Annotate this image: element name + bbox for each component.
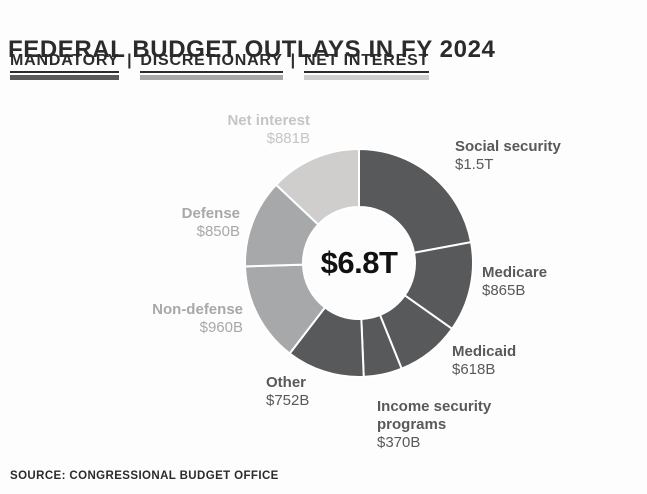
slice-label-defense: Defense $850B: [182, 205, 240, 241]
legend-color-bar-mandatory: [10, 75, 120, 80]
slice-name: Net interest: [227, 112, 310, 129]
slice-name: Non-defense: [152, 301, 243, 318]
slice-value: $1.5T: [455, 156, 494, 173]
slice-name: Other: [266, 374, 307, 391]
slice-name: Social security: [455, 138, 561, 155]
donut-slice-social-security: [358, 147, 473, 254]
slice-label-net-interest: Net interest $881B: [227, 112, 310, 148]
slice-name: Defense: [181, 205, 240, 222]
slice-label-other: Other $752B: [266, 374, 309, 410]
legend-label-mandatory: MANDATORY: [10, 52, 120, 73]
slice-value: $881B: [266, 130, 310, 147]
legend-separator: |: [290, 52, 296, 69]
legend-separator: |: [127, 52, 133, 69]
legend-color-bar-net-interest: [303, 75, 430, 80]
legend-item-mandatory: MANDATORY: [10, 52, 120, 80]
donut-chart: [244, 147, 474, 378]
legend-label-discretionary: DISCRETIONARY: [140, 52, 283, 73]
slice-name: Medicaid: [452, 343, 517, 360]
legend: MANDATORY | DISCRETIONARY | NET INTEREST: [10, 52, 430, 80]
legend-label-net-interest: NET INTEREST: [303, 52, 430, 73]
slice-label-non-defense: Non-defense $960B: [152, 301, 243, 337]
slice-value: $752B: [266, 392, 310, 409]
slice-value: $865B: [482, 282, 526, 299]
slice-label-medicare: Medicare $865B: [482, 264, 547, 300]
chart-center-total: $6.8T: [320, 245, 398, 280]
slice-value: $850B: [196, 223, 240, 240]
page-title: FEDERAL BUDGET OUTLAYS IN FY 2024: [8, 36, 496, 64]
legend-item-discretionary: DISCRETIONARY: [140, 52, 283, 80]
slice-label-medicaid: Medicaid $618B: [452, 343, 516, 379]
slice-value: $618B: [452, 361, 496, 378]
donut-slice-net-interest: [274, 147, 360, 226]
slice-label-social-security: Social security $1.5T: [455, 138, 561, 174]
slice-name: Income security programs: [377, 398, 492, 433]
legend-item-net-interest: NET INTEREST: [303, 52, 430, 80]
source-credit: SOURCE: CONGRESSIONAL BUDGET OFFICE: [10, 470, 279, 482]
legend-color-bar-discretionary: [140, 75, 283, 80]
slice-value: $960B: [199, 319, 243, 336]
slice-label-income-security-programs: Income security programs $370B: [377, 398, 515, 452]
slice-value: $370B: [377, 434, 421, 451]
slice-name: Medicare: [482, 264, 548, 281]
